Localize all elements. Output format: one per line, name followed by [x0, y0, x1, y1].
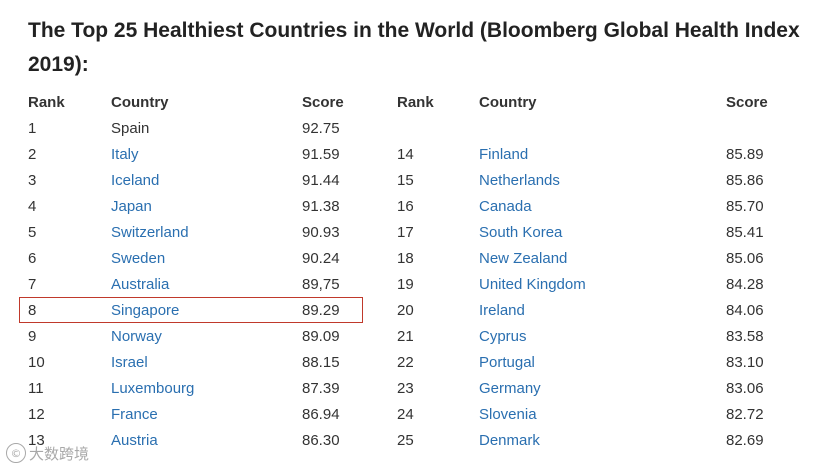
header-score-right: Score: [726, 94, 768, 111]
table-row-21-rank-cell: 21: [397, 328, 414, 345]
table-row-9-score-cell: 89.09: [302, 328, 340, 345]
table-row-25-score-cell: 82.69: [726, 432, 764, 449]
table-row-15-rank-cell: 15: [397, 172, 414, 189]
table-row-14-rank-cell: 14: [397, 146, 414, 163]
watermark-text: 大数跨境: [29, 445, 90, 463]
table-row-11-score-cell: 87.39: [302, 380, 340, 397]
table-row-3-score-cell: 91.44: [302, 172, 340, 189]
watermark-logo-icon: ©: [6, 443, 26, 463]
table-row-21-country-cell[interactable]: Cyprus: [479, 328, 527, 345]
page-title: The Top 25 Healthiest Countries in the W…: [28, 19, 800, 76]
table-row-12-score-cell: 86.94: [302, 406, 340, 423]
table-row-11-rank-cell: 11: [28, 380, 44, 397]
table-row-18-rank-cell: 18: [397, 250, 414, 267]
table-row-14-score-cell: 85.89: [726, 146, 764, 163]
table-row-8-country-cell[interactable]: Singapore: [111, 302, 180, 319]
table-row-7-score-cell: 89,75: [302, 276, 340, 293]
table-row-22-score-cell: 83.10: [726, 354, 764, 371]
table-row-4-rank-cell: 4: [28, 198, 37, 215]
table-row-23-country-cell[interactable]: Germany: [479, 380, 541, 397]
table-row-16-rank-cell: 16: [397, 198, 414, 215]
table-row-17-rank-cell: 17: [397, 224, 414, 241]
table-row-19-country-cell[interactable]: United Kingdom: [479, 276, 586, 293]
table-row-16-country-cell[interactable]: Canada: [479, 198, 532, 215]
table-row-12-rank-cell: 12: [28, 406, 45, 423]
table-row-19-rank-cell: 19: [397, 276, 414, 293]
table-row-1-rank-cell: 1: [28, 120, 37, 137]
table-row-15-country-cell[interactable]: Netherlands: [479, 172, 560, 189]
table-row-10-rank-cell: 10: [28, 354, 45, 371]
table-row-5-score-cell: 90.93: [302, 224, 340, 241]
table-row-13-country-cell[interactable]: Austria: [111, 432, 158, 449]
table-row-8-score-cell: 89.29: [302, 302, 340, 319]
header-score-left: Score: [302, 94, 344, 111]
table-row-25-rank-cell: 25: [397, 432, 414, 449]
table-row-24-country-cell[interactable]: Slovenia: [479, 406, 537, 423]
table-row-3-rank-cell: 3: [28, 172, 37, 189]
table-row-2-country-cell[interactable]: Italy: [111, 146, 139, 163]
table-row-10-country-cell[interactable]: Israel: [111, 354, 148, 371]
table-row-8-rank-cell: 8: [28, 302, 37, 319]
table-row-18-score-cell: 85.06: [726, 250, 764, 267]
table-row-13-score-cell: 86.30: [302, 432, 340, 449]
table-row-17-score-cell: 85.41: [726, 224, 764, 241]
table-row-20-rank-cell: 20: [397, 302, 414, 319]
table-row-23-rank-cell: 23: [397, 380, 414, 397]
table-row-3-country-cell[interactable]: Iceland: [111, 172, 160, 189]
table-row-9-country-cell[interactable]: Norway: [111, 328, 162, 345]
header-rank-right: Rank: [397, 94, 434, 111]
table-row-5-country-cell[interactable]: Switzerland: [111, 224, 189, 241]
table-row-21-score-cell: 83.58: [726, 328, 764, 345]
table-row-20-country-cell[interactable]: Ireland: [479, 302, 525, 319]
table-row-22-rank-cell: 22: [397, 354, 414, 371]
header-country-left: Country: [111, 94, 169, 111]
table-row-1-country-cell: Spain: [111, 120, 150, 137]
table-row-14-country-cell[interactable]: Finland: [479, 146, 529, 163]
table-row-2-score-cell: 91.59: [302, 146, 340, 163]
table-row-5-rank-cell: 5: [28, 224, 37, 241]
watermark: © 大数跨境: [6, 441, 89, 465]
singapore-highlight-box: [19, 297, 363, 323]
table-row-6-country-cell[interactable]: Sweden: [111, 250, 166, 267]
header-country-right: Country: [479, 94, 537, 111]
table-row-4-country-cell[interactable]: Japan: [111, 198, 152, 215]
header-rank-left: Rank: [28, 94, 65, 111]
table-row-12-country-cell[interactable]: France: [111, 406, 158, 423]
table-row-6-score-cell: 90.24: [302, 250, 340, 267]
table-row-15-score-cell: 85.86: [726, 172, 764, 189]
table-row-24-rank-cell: 24: [397, 406, 414, 423]
table-row-16-score-cell: 85.70: [726, 198, 764, 215]
table-row-7-country-cell[interactable]: Australia: [111, 276, 170, 293]
table-row-13-rank-cell: 13: [28, 432, 45, 449]
table-row-4-score-cell: 91.38: [302, 198, 340, 215]
table-row-9-rank-cell: 9: [28, 328, 37, 345]
table-row-11-country-cell[interactable]: Luxembourg: [111, 380, 195, 397]
table-row-23-score-cell: 83.06: [726, 380, 764, 397]
table-row-22-country-cell[interactable]: Portugal: [479, 354, 535, 371]
table-row-17-country-cell[interactable]: South Korea: [479, 224, 563, 241]
table-row-18-country-cell[interactable]: New Zealand: [479, 250, 568, 267]
table-row-6-rank-cell: 6: [28, 250, 37, 267]
table-row-7-rank-cell: 7: [28, 276, 37, 293]
table-row-20-score-cell: 84.06: [726, 302, 764, 319]
table-row-24-score-cell: 82.72: [726, 406, 764, 423]
table-row-1-score-cell: 92.75: [302, 120, 340, 137]
table-row-2-rank-cell: 2: [28, 146, 37, 163]
table-row-19-score-cell: 84.28: [726, 276, 764, 293]
table-row-10-score-cell: 88.15: [302, 354, 340, 371]
table-row-25-country-cell[interactable]: Denmark: [479, 432, 540, 449]
